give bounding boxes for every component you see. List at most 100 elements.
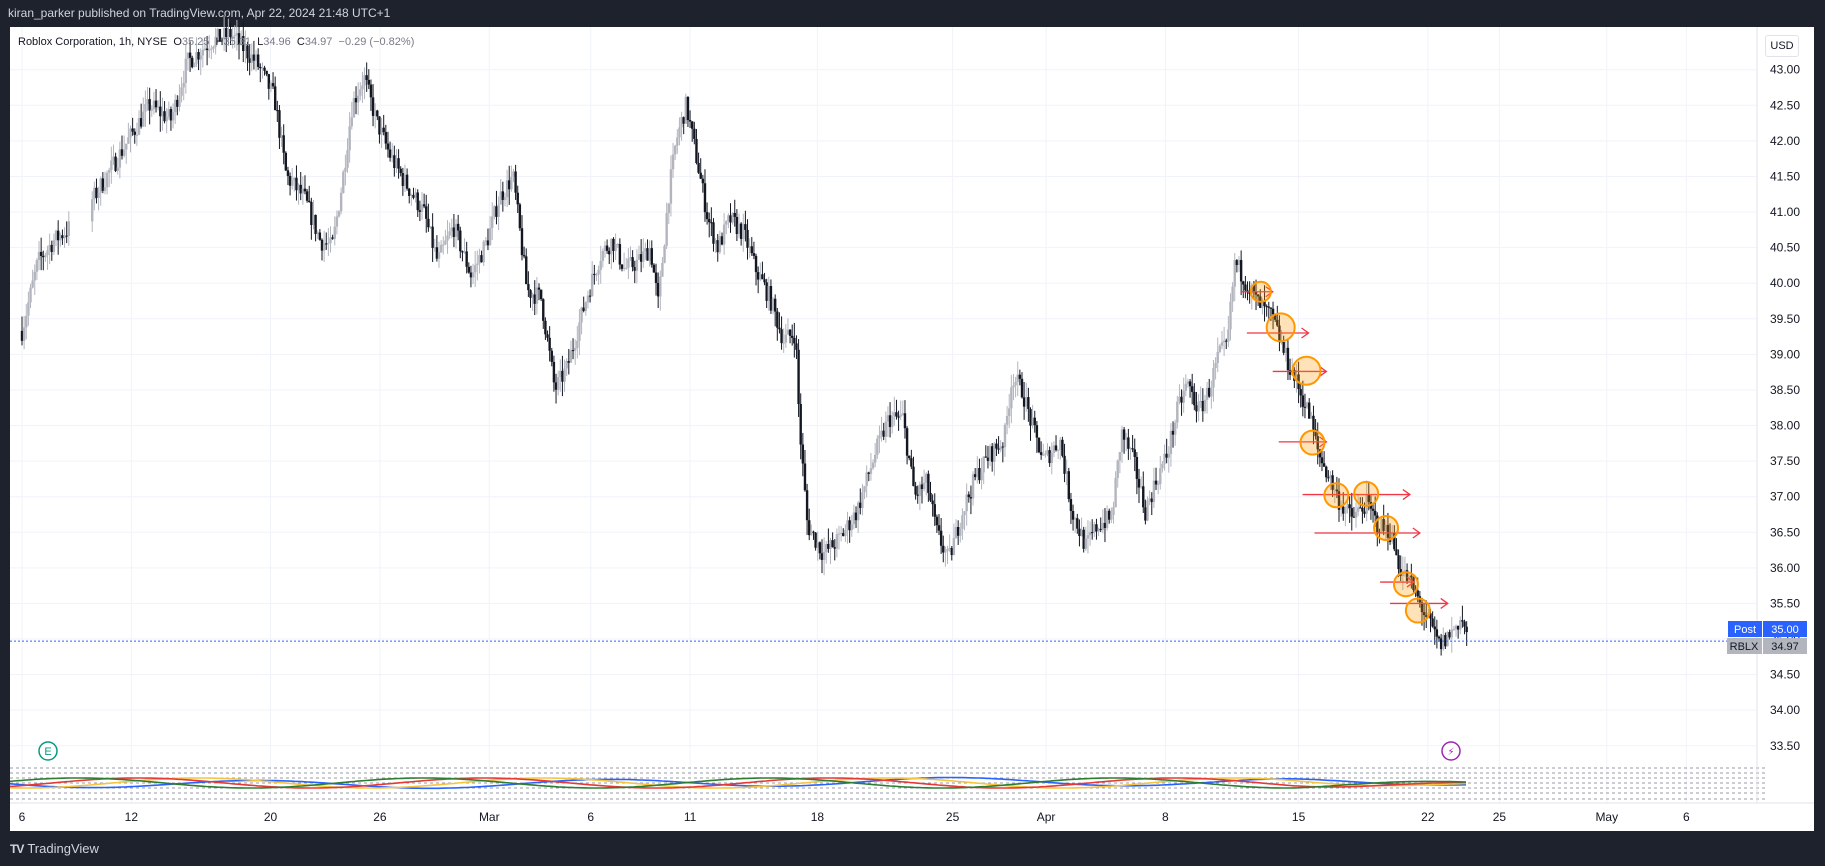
- price-axis[interactable]: 33.50 34.00 34.50 35.00 35.50 36.00 36.50 37.00…: [1770, 63, 1800, 753]
- annotation-circle: [1249, 280, 1272, 303]
- candle-body: [971, 474, 975, 499]
- candle-body: [108, 169, 111, 173]
- candle-body: [1210, 387, 1213, 397]
- dividend-marker[interactable]: ⚡: [1441, 741, 1461, 761]
- candle-body: [1071, 510, 1075, 520]
- candle-body: [693, 128, 696, 139]
- candle-body: [873, 454, 877, 463]
- tradingview-logo[interactable]: TV TradingView: [10, 841, 99, 856]
- candle-body: [716, 240, 719, 253]
- x-tick-label: 22: [1421, 810, 1435, 824]
- candle-body: [529, 290, 532, 298]
- annotation-circle: [1299, 429, 1326, 456]
- earnings-icon: [38, 741, 58, 761]
- candle-body: [1076, 518, 1079, 529]
- candle-body: [365, 75, 368, 80]
- candle-body: [737, 223, 741, 235]
- annotation-arrow-head: [1265, 286, 1274, 298]
- candle-body: [1286, 347, 1290, 371]
- candle-body: [922, 482, 926, 490]
- candle-body: [1452, 629, 1456, 631]
- candle-body: [1244, 284, 1247, 291]
- x-tick-label: 25: [946, 810, 960, 824]
- candle-body: [808, 520, 811, 536]
- candle-body: [899, 414, 902, 417]
- candle-body: [503, 197, 507, 200]
- y-tick-label: 35.50: [1770, 596, 1800, 610]
- candle-body: [1080, 529, 1083, 537]
- candle-body: [756, 272, 760, 280]
- candle-body: [1208, 387, 1211, 397]
- candle-body: [144, 104, 147, 112]
- candle-body: [556, 377, 560, 390]
- candle-body: [1054, 445, 1058, 451]
- candle-body: [67, 221, 71, 236]
- candle-body: [644, 248, 647, 252]
- time-axis[interactable]: 6 12 20 26 Mar 6 11 18 25 Apr 8 15 22 25 May 6: [19, 810, 1690, 824]
- indicator-series-line: [9, 777, 1467, 789]
- candle-body: [1261, 300, 1264, 308]
- candle-body: [908, 455, 911, 459]
- candle-body: [865, 472, 868, 487]
- symbol-legend[interactable]: Roblox Corporation, 1h, NYSE O35.25 H35.…: [18, 36, 414, 48]
- chart-frame[interactable]: [10, 27, 1814, 831]
- candle-body: [586, 295, 590, 303]
- candle-body: [1161, 463, 1164, 469]
- candle-body: [773, 298, 777, 312]
- candle-body: [1454, 625, 1458, 630]
- candle-body: [1069, 499, 1073, 511]
- candle-body: [939, 530, 943, 546]
- candle-body: [703, 183, 707, 213]
- candle-body: [1050, 453, 1053, 464]
- ticker-badge-value-bg: [1763, 638, 1807, 654]
- candle-body: [1410, 575, 1413, 578]
- candle-body: [990, 446, 994, 462]
- candle-body: [599, 260, 602, 270]
- candle-body: [788, 329, 792, 336]
- candle-body: [1082, 529, 1085, 549]
- candle-body: [95, 187, 98, 198]
- candle-body: [612, 238, 615, 251]
- candle-body: [782, 342, 785, 344]
- candle-body: [916, 494, 919, 496]
- candle-body: [1425, 615, 1428, 617]
- candle-body: [895, 412, 898, 417]
- candle-body: [361, 85, 364, 90]
- currency-button[interactable]: USD: [1765, 35, 1799, 57]
- candle-body: [33, 271, 36, 281]
- candle-body: [1042, 454, 1045, 456]
- candle-body: [967, 494, 970, 498]
- candle-body: [1316, 436, 1319, 450]
- candle-body: [648, 248, 651, 261]
- candle-body: [461, 251, 464, 253]
- candle-body: [667, 203, 670, 214]
- candle-body: [173, 99, 177, 113]
- candle-body: [237, 33, 241, 45]
- change-value: −0.29 (−0.82%): [338, 36, 415, 48]
- candle-body: [1310, 415, 1313, 419]
- candle-body: [437, 252, 441, 259]
- candle-body: [59, 235, 62, 241]
- candle-body: [154, 100, 158, 108]
- candle-body: [1339, 506, 1343, 510]
- candle-body: [310, 201, 313, 226]
- candle-body: [1237, 260, 1241, 266]
- candle-body: [318, 232, 322, 240]
- candle-body: [863, 486, 866, 493]
- candle-body: [1463, 621, 1466, 627]
- y-tick-label: 39.50: [1770, 312, 1800, 326]
- candle-body: [565, 361, 568, 369]
- candle-body: [591, 273, 594, 296]
- annotation-circle: [1291, 355, 1322, 386]
- candle-body: [191, 57, 194, 68]
- candle-body: [1073, 518, 1077, 520]
- candle-body: [495, 206, 498, 217]
- candle-body: [373, 110, 377, 116]
- earnings-marker[interactable]: E: [38, 741, 58, 761]
- candle-body: [1125, 437, 1128, 440]
- candle-body: [505, 180, 509, 198]
- candle-body: [942, 545, 945, 553]
- candle-body: [1280, 342, 1283, 344]
- candle-body: [848, 520, 851, 531]
